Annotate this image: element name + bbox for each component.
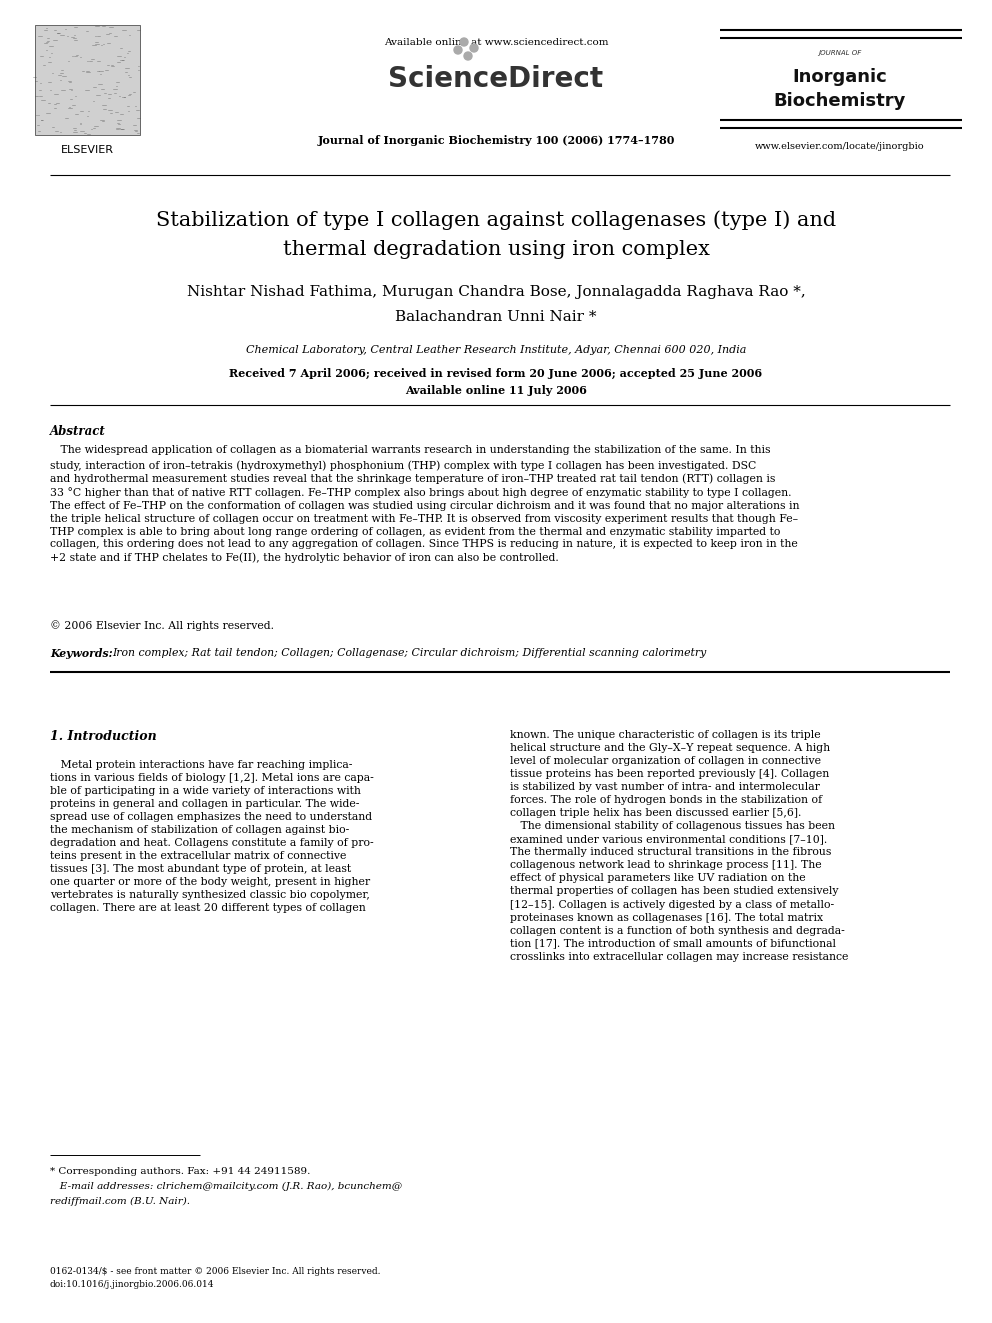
Text: Metal protein interactions have far reaching implica-: Metal protein interactions have far reac… <box>50 759 352 770</box>
Text: JOURNAL OF: JOURNAL OF <box>818 50 862 56</box>
Circle shape <box>470 44 478 52</box>
Text: Journal of Inorganic Biochemistry 100 (2006) 1774–1780: Journal of Inorganic Biochemistry 100 (2… <box>317 135 675 146</box>
Text: E-mail addresses: clrichem@mailcity.com (J.R. Rao), bcunchem@: E-mail addresses: clrichem@mailcity.com … <box>50 1181 402 1191</box>
Text: ScienceDirect: ScienceDirect <box>389 65 603 93</box>
Text: Abstract: Abstract <box>50 425 106 438</box>
Circle shape <box>464 52 472 60</box>
Text: Available online 11 July 2006: Available online 11 July 2006 <box>405 385 587 396</box>
Text: rediffmail.com (B.U. Nair).: rediffmail.com (B.U. Nair). <box>50 1197 190 1207</box>
Text: Inorganic: Inorganic <box>793 67 888 86</box>
Text: study, interaction of iron–tetrakis (hydroxymethyl) phosphonium (THP) complex wi: study, interaction of iron–tetrakis (hyd… <box>50 460 800 562</box>
Text: Biochemistry: Biochemistry <box>774 93 906 110</box>
Text: Keywords:: Keywords: <box>50 648 113 659</box>
Circle shape <box>460 38 468 46</box>
Text: Nishtar Nishad Fathima, Murugan Chandra Bose, Jonnalagadda Raghava Rao *,: Nishtar Nishad Fathima, Murugan Chandra … <box>186 284 806 299</box>
Text: ELSEVIER: ELSEVIER <box>61 146 114 155</box>
Text: © 2006 Elsevier Inc. All rights reserved.: © 2006 Elsevier Inc. All rights reserved… <box>50 620 274 631</box>
Text: The widespread application of collagen as a biomaterial warrants research in und: The widespread application of collagen a… <box>50 445 771 455</box>
Text: Balachandran Unni Nair *: Balachandran Unni Nair * <box>395 310 597 324</box>
Text: 0162-0134/$ - see front matter © 2006 Elsevier Inc. All rights reserved.: 0162-0134/$ - see front matter © 2006 El… <box>50 1267 381 1275</box>
Text: 1. Introduction: 1. Introduction <box>50 730 157 744</box>
Text: * Corresponding authors. Fax: +91 44 24911589.: * Corresponding authors. Fax: +91 44 249… <box>50 1167 310 1176</box>
Circle shape <box>454 46 462 54</box>
Text: www.elsevier.com/locate/jinorgbio: www.elsevier.com/locate/jinorgbio <box>755 142 925 151</box>
Text: Chemical Laboratory, Central Leather Research Institute, Adyar, Chennai 600 020,: Chemical Laboratory, Central Leather Res… <box>246 345 746 355</box>
Text: Iron complex; Rat tail tendon; Collagen; Collagenase; Circular dichroism; Differ: Iron complex; Rat tail tendon; Collagen;… <box>112 648 706 658</box>
Bar <box>35 25 140 135</box>
Text: doi:10.1016/j.jinorgbio.2006.06.014: doi:10.1016/j.jinorgbio.2006.06.014 <box>50 1279 214 1289</box>
Text: thermal degradation using iron complex: thermal degradation using iron complex <box>283 239 709 259</box>
Text: Stabilization of type I collagen against collagenases (type I) and: Stabilization of type I collagen against… <box>156 210 836 230</box>
Text: Available online at www.sciencedirect.com: Available online at www.sciencedirect.co… <box>384 38 608 48</box>
Text: known. The unique characteristic of collagen is its triple
helical structure and: known. The unique characteristic of coll… <box>510 730 848 962</box>
Text: tions in various fields of biology [1,2]. Metal ions are capa-
ble of participat: tions in various fields of biology [1,2]… <box>50 773 374 913</box>
Text: Received 7 April 2006; received in revised form 20 June 2006; accepted 25 June 2: Received 7 April 2006; received in revis… <box>229 368 763 380</box>
